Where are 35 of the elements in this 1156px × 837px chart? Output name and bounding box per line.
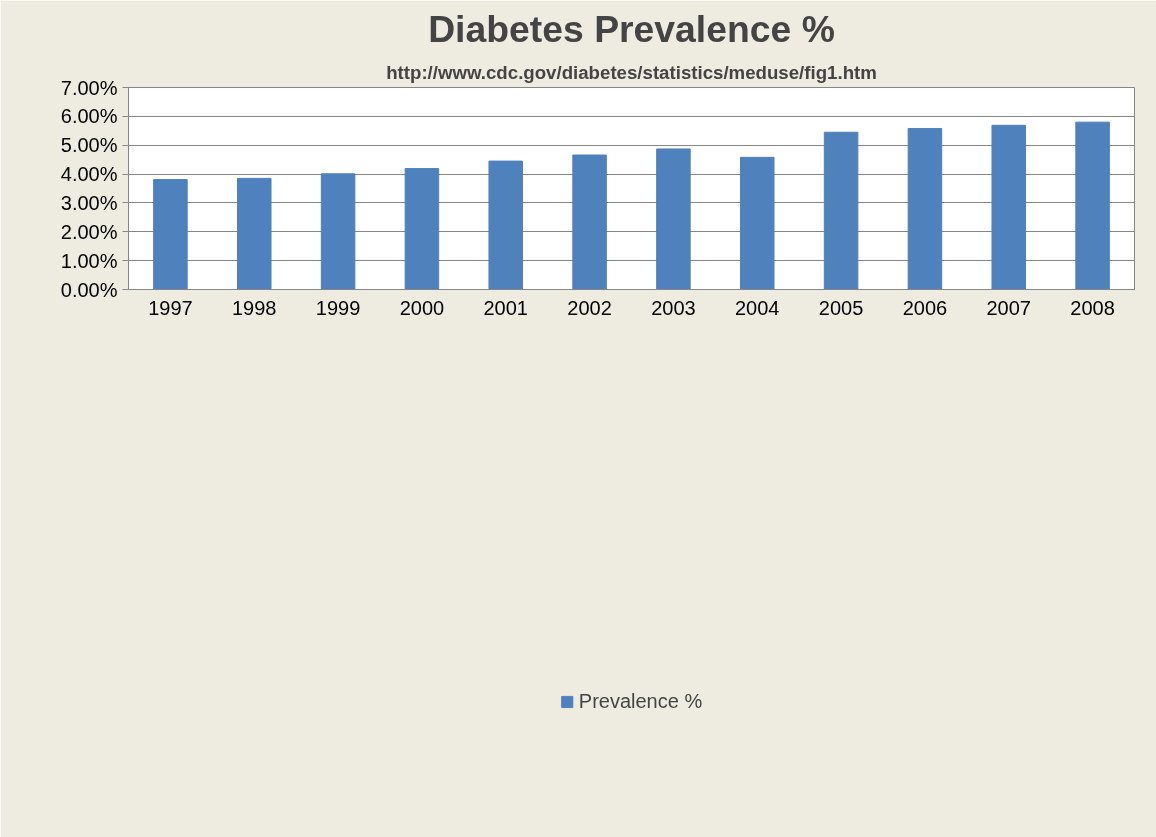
bar — [572, 154, 607, 290]
bar — [236, 177, 272, 290]
bar — [404, 168, 440, 290]
x-tick-label: 1998 — [232, 296, 277, 319]
legend-label: Prevalence % — [578, 689, 703, 713]
x-tick-label: 2005 — [818, 296, 864, 319]
bar — [488, 160, 524, 290]
bar — [907, 127, 943, 290]
x-tick-label: 2000 — [399, 296, 445, 319]
x-tick-label: 2004 — [735, 296, 780, 319]
y-tick-label: 3.00% — [60, 191, 118, 214]
bar — [739, 156, 775, 290]
y-tick-label: 5.00% — [60, 134, 118, 157]
y-tick-label: 2.00% — [60, 220, 118, 243]
x-tick-label: 2007 — [986, 296, 1031, 319]
chart-subtitle: http://www.cdc.gov/diabetes/statistics/meduse/fig1.htm — [386, 61, 877, 83]
x-tick-label: 1997 — [148, 296, 193, 319]
chart-title: Diabetes Prevalence % — [428, 7, 835, 50]
x-tick-label: 1999 — [315, 296, 361, 319]
x-tick-label: 2008 — [1070, 296, 1115, 319]
bar — [153, 179, 188, 290]
x-tick-label: 2001 — [483, 296, 528, 319]
x-tick-label: 2002 — [567, 296, 612, 319]
bar — [1075, 121, 1110, 290]
y-tick-label: 7.00% — [60, 76, 118, 99]
y-tick-label: 6.00% — [60, 105, 118, 128]
y-tick-label: 0.00% — [60, 278, 118, 301]
x-tick-label: 2003 — [651, 296, 696, 319]
x-tick-label: 2006 — [902, 296, 948, 319]
bar — [656, 148, 691, 290]
y-tick-label: 4.00% — [60, 163, 118, 186]
bar — [991, 124, 1027, 290]
bar — [823, 131, 859, 290]
y-tick-label: 1.00% — [60, 249, 118, 272]
bar — [320, 173, 356, 290]
